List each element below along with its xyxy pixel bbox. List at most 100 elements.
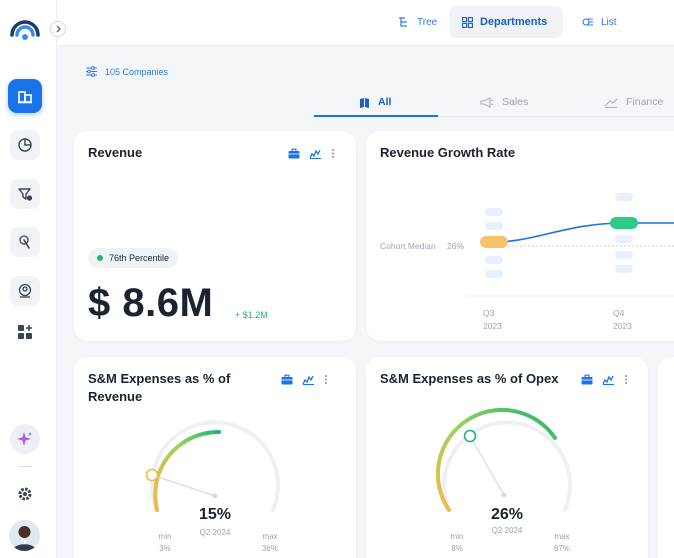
nav-targets[interactable] <box>10 227 40 257</box>
book-icon <box>360 97 369 108</box>
q3-marker <box>480 236 508 248</box>
user-avatar-icon <box>9 520 40 551</box>
user-badge-icon <box>18 283 32 298</box>
gauge-fill <box>153 429 221 512</box>
company-count: 105 Companies <box>105 66 169 77</box>
nav-analytics[interactable] <box>10 130 40 160</box>
tab-all-label: All <box>378 96 392 108</box>
chevron-right-icon <box>56 25 61 33</box>
tab-departments-label: Departments <box>480 16 548 28</box>
sliders-icon <box>86 66 97 77</box>
gauge-needle <box>151 474 216 497</box>
sm-revenue-title: S&M Expenses as % of Revenue <box>88 371 231 404</box>
gauge-knob <box>463 429 477 443</box>
q3-range <box>485 208 503 278</box>
tab-tree-label: Tree <box>417 16 438 28</box>
avatar[interactable] <box>9 520 40 551</box>
sidebar-divider <box>18 466 32 467</box>
revenue-card-title: Revenue <box>88 145 143 160</box>
chart-icon[interactable] <box>309 148 322 159</box>
tab-list[interactable]: List <box>569 6 630 38</box>
sm-opex-min-label: min <box>450 532 464 541</box>
tab-tree[interactable]: Tree <box>385 6 450 38</box>
sidebar-collapse-button[interactable] <box>50 21 66 37</box>
gauge-revenue <box>145 420 280 512</box>
more-vertical-icon[interactable] <box>324 374 328 385</box>
sm-revenue-max-label: max <box>262 532 278 541</box>
more-vertical-icon[interactable] <box>624 374 628 385</box>
view-switcher: Tree Departments List <box>57 0 674 46</box>
nav-apps[interactable] <box>14 321 36 343</box>
tab-list-label: List <box>601 16 617 28</box>
sm-opex-min-value: 8% <box>451 544 463 553</box>
active-tab-underline <box>314 115 438 117</box>
growth-chart <box>466 193 674 297</box>
briefcase-icon[interactable] <box>281 374 293 385</box>
period-q3-quarter: Q3 <box>483 308 495 318</box>
sparkle-icon <box>17 432 32 446</box>
filter-dollar-icon <box>18 188 33 201</box>
list-icon <box>582 18 593 26</box>
briefcase-icon[interactable] <box>288 148 300 159</box>
revenue-value: $ 8.6M <box>88 281 214 325</box>
more-vertical-icon[interactable] <box>331 148 335 159</box>
gear-icon[interactable] <box>16 485 34 503</box>
q4-range <box>615 193 633 273</box>
sm-revenue-actions <box>281 374 328 385</box>
sm-opex-max-label: max <box>554 532 570 541</box>
revenue-card: Revenue 76th Percentile $ 8.6M + $1.2M <box>74 131 356 341</box>
app-logo[interactable] <box>8 15 42 49</box>
growth-card: Revenue Growth Rate Cohort Median 26% Q3… <box>366 131 674 341</box>
chart-icon[interactable] <box>602 374 615 385</box>
tab-finance-label: Finance <box>626 96 664 108</box>
grid-icon <box>462 16 473 28</box>
sm-opex-card: S&M Expenses as % of Opex 26% Q2 2024 mi… <box>366 357 648 558</box>
pie-chart-icon <box>18 138 32 152</box>
gauge-knob <box>145 468 159 482</box>
tab-all[interactable]: All <box>359 90 391 114</box>
gauge-opex <box>435 407 572 512</box>
tab-departments[interactable]: Departments <box>449 6 563 38</box>
sm-opex-value: 26% <box>490 506 524 523</box>
period-q4-quarter: Q4 <box>613 308 625 318</box>
briefcase-icon[interactable] <box>581 374 593 385</box>
apps-add-icon <box>18 325 32 339</box>
tab-sales-label: Sales <box>502 96 529 108</box>
tab-sales[interactable]: Sales <box>480 90 528 114</box>
gauge-fill <box>435 407 557 512</box>
money-icon <box>604 98 618 108</box>
sm-opex-period: Q2 2024 <box>491 526 523 535</box>
cohort-median-label: Cohort Median <box>380 241 436 251</box>
touch-icon <box>19 235 30 249</box>
sm-revenue-value: 15% <box>198 506 232 523</box>
cohort-median-value: 26% <box>447 241 465 251</box>
chart-icon[interactable] <box>302 374 315 385</box>
tree-icon <box>399 17 407 27</box>
revenue-card-actions <box>288 148 335 159</box>
sm-opex-actions <box>581 374 628 385</box>
tab-finance[interactable]: Finance <box>604 90 663 114</box>
sm-opex-max-value: 67% <box>553 544 570 553</box>
period-q3-year: 2023 <box>483 321 502 331</box>
growth-line <box>493 222 674 243</box>
nav-dashboard[interactable] <box>8 79 42 113</box>
status-dot <box>97 255 103 261</box>
sm-revenue-min-label: min <box>158 532 172 541</box>
ai-assistant-button[interactable] <box>10 424 40 454</box>
sm-revenue-period: Q2 2024 <box>199 528 231 537</box>
buildings-icon <box>18 91 32 104</box>
percentile-label: 76th Percentile <box>109 253 170 263</box>
sm-revenue-max-value: 36% <box>261 544 278 553</box>
gauge-needle <box>469 435 505 496</box>
sidebar <box>0 0 57 558</box>
nav-filters[interactable] <box>10 179 40 209</box>
company-filter[interactable]: 105 Companies <box>86 66 168 77</box>
revenue-delta: + $1.2M <box>235 310 268 320</box>
sm-opex-title: S&M Expenses as % of Opex <box>380 371 559 386</box>
gauge-track <box>442 420 572 512</box>
nav-people[interactable] <box>10 276 40 306</box>
percentile-badge: 76th Percentile <box>88 248 179 268</box>
sm-revenue-card: S&M Expenses as % of Revenue 15% Q2 2024… <box>74 357 356 558</box>
growth-card-title: Revenue Growth Rate <box>380 145 516 160</box>
sm-revenue-min-value: 3% <box>159 544 171 553</box>
